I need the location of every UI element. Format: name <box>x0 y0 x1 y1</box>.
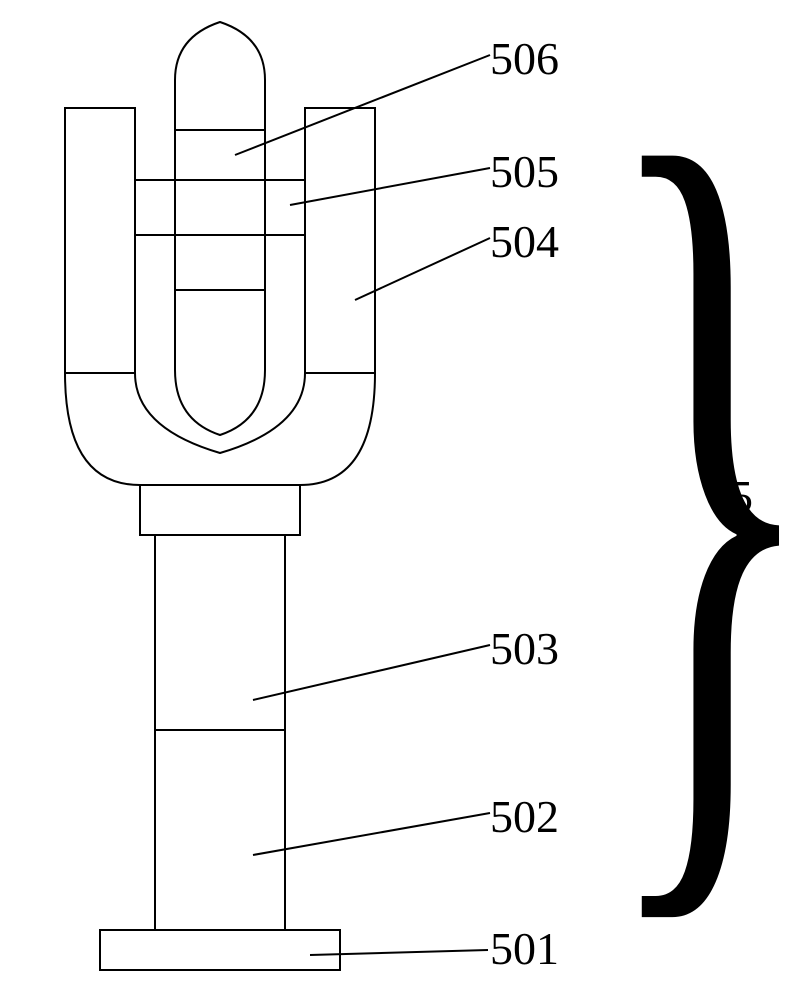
part-axle <box>135 180 305 235</box>
label-501: 501 <box>490 922 559 975</box>
leader-503 <box>253 645 490 700</box>
leader-505 <box>290 168 490 205</box>
part-upper-column <box>155 535 285 730</box>
part-left-arm <box>65 108 135 373</box>
label-502: 502 <box>490 790 559 843</box>
label-5: 5 <box>730 470 753 523</box>
leader-506 <box>235 55 490 155</box>
part-right-arm <box>305 108 375 373</box>
label-504: 504 <box>490 215 559 268</box>
label-503: 503 <box>490 622 559 675</box>
part-rotor-outline <box>175 22 265 435</box>
part-cap <box>140 485 300 535</box>
part-yoke-arc <box>65 373 375 485</box>
label-505: 505 <box>490 145 559 198</box>
part-base-plate <box>100 930 340 970</box>
part-lower-column <box>155 730 285 930</box>
brace-assembly-5: } <box>600 25 790 945</box>
leader-502 <box>253 813 490 855</box>
leader-501 <box>310 950 488 955</box>
label-506: 506 <box>490 32 559 85</box>
